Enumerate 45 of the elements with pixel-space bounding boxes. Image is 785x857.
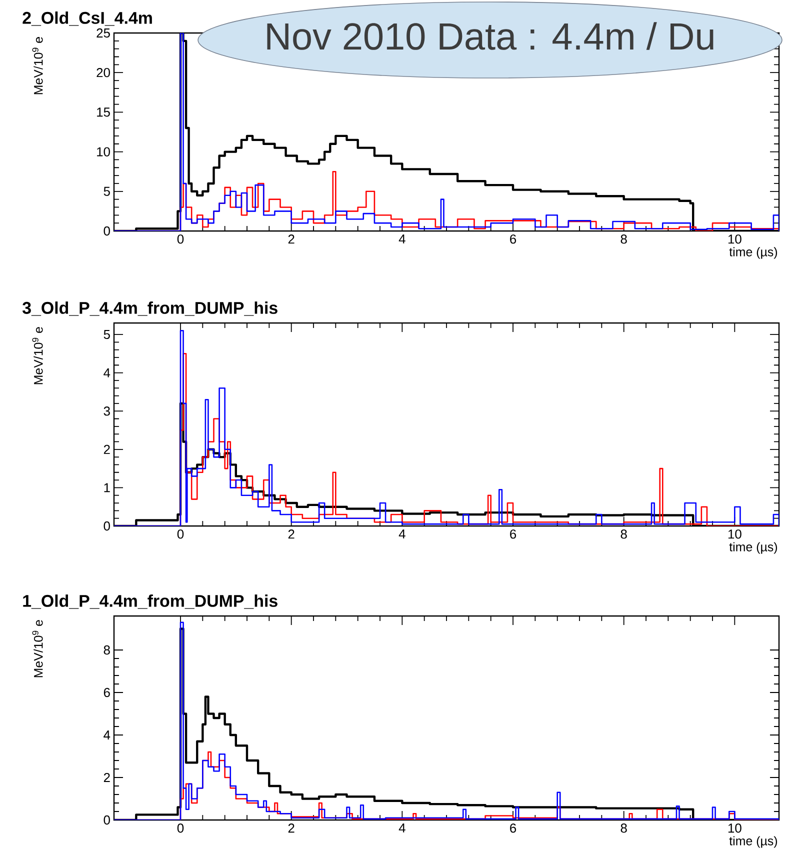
y-axis-title: MeV/10$^{9}$ e bbox=[32, 37, 43, 94]
x-axis-title: time (µs) bbox=[729, 542, 778, 554]
x-tick-label: 10 bbox=[728, 234, 742, 244]
chart-title: 3_Old_P_4.4m_from_DUMP_his bbox=[22, 301, 278, 316]
x-tick-label: 8 bbox=[620, 234, 627, 244]
y-tick-label: 8 bbox=[104, 645, 110, 655]
y-tick-label: 15 bbox=[97, 108, 110, 117]
y-tick-label: 20 bbox=[96, 68, 110, 78]
y-tick-label: 0 bbox=[104, 226, 110, 236]
y-tick-label: 4 bbox=[104, 368, 110, 378]
annotation: Nov 2010 Data : 4.4m / Du bbox=[267, 22, 714, 50]
y-tick-label: 0 bbox=[104, 815, 110, 825]
y-tick-label: 3 bbox=[104, 406, 110, 416]
x-axis-title: time (µs) bbox=[729, 247, 778, 259]
x-tick-label: 0 bbox=[177, 530, 184, 539]
y-axis-title: MeV/10$^{9}$ e bbox=[32, 327, 43, 384]
y-tick-label: 2 bbox=[104, 444, 110, 454]
y-axis-title: MeV/10$^{9}$ e bbox=[32, 620, 43, 678]
x-tick-label: 2 bbox=[288, 824, 294, 833]
x-tick-label: 2 bbox=[288, 530, 294, 539]
x-tick-label: 0 bbox=[177, 234, 184, 244]
x-tick-label: 10 bbox=[728, 824, 742, 833]
x-tick-label: 4 bbox=[398, 234, 406, 244]
x-tick-label: 6 bbox=[510, 824, 516, 833]
y-tick-label: 2 bbox=[104, 772, 110, 782]
x-tick-label: 6 bbox=[510, 530, 516, 539]
x-tick-label: 8 bbox=[620, 530, 627, 539]
y-tick-label: 5 bbox=[104, 330, 110, 340]
x-tick-label: 6 bbox=[510, 234, 516, 244]
x-tick-label: 4 bbox=[398, 824, 406, 832]
chart-title: 1_Old_P_4.4m_from_DUMP_his bbox=[23, 594, 278, 609]
y-tick-label: 4 bbox=[104, 730, 110, 740]
y-tick-label: 10 bbox=[97, 147, 110, 156]
chart-title: 2_Old_CsI_4.4m bbox=[22, 11, 152, 26]
x-tick-label: 2 bbox=[288, 234, 294, 244]
y-tick-label: 0 bbox=[104, 521, 110, 531]
y-tick-label: 6 bbox=[104, 688, 110, 698]
x-tick-label: 10 bbox=[728, 530, 742, 539]
y-tick-label: 5 bbox=[104, 186, 110, 196]
x-tick-label: 8 bbox=[620, 824, 627, 833]
y-tick-label: 1 bbox=[104, 483, 110, 492]
x-axis-title: time (µs) bbox=[729, 836, 778, 848]
x-tick-label: 0 bbox=[177, 824, 184, 833]
x-tick-label: 4 bbox=[398, 530, 406, 538]
y-tick-label: 25 bbox=[96, 28, 110, 38]
